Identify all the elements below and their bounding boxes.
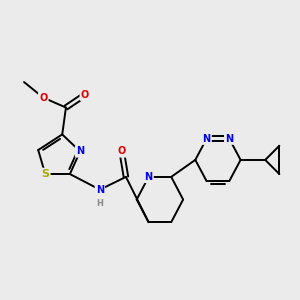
Text: O: O	[81, 90, 89, 100]
Text: N: N	[76, 146, 84, 156]
Text: N: N	[225, 134, 233, 144]
Text: S: S	[41, 169, 49, 179]
Text: N: N	[145, 172, 153, 182]
Text: O: O	[118, 146, 126, 156]
Text: H: H	[97, 199, 103, 208]
Text: N: N	[96, 184, 104, 195]
Text: N: N	[202, 134, 211, 144]
Text: O: O	[39, 93, 47, 103]
